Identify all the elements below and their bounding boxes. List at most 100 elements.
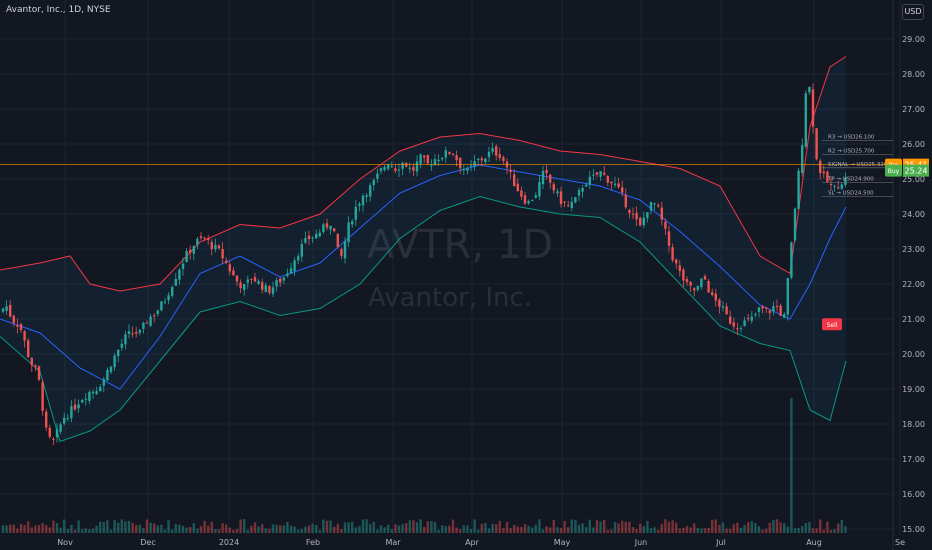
volume-bar bbox=[725, 528, 728, 533]
time-axis[interactable]: Nov Dec 2024 Feb Mar Apr May Jun Jul Aug Se bbox=[57, 538, 905, 547]
volume-bar bbox=[549, 527, 552, 533]
currency-button[interactable]: USD bbox=[902, 4, 924, 20]
candle-body bbox=[73, 404, 77, 410]
candle-body bbox=[617, 183, 620, 187]
volume-bar bbox=[239, 519, 242, 533]
candle-body bbox=[27, 340, 30, 358]
volume-bar bbox=[750, 521, 753, 533]
candle-body bbox=[815, 128, 818, 160]
candle-body bbox=[214, 244, 217, 250]
candle-body bbox=[16, 325, 19, 327]
volume-bar bbox=[657, 529, 660, 533]
volume-bar bbox=[527, 525, 530, 533]
candle-body bbox=[473, 161, 476, 167]
candle-body bbox=[437, 159, 440, 162]
volume-bar bbox=[480, 523, 483, 533]
candle-body bbox=[351, 221, 354, 225]
volume-bar bbox=[556, 527, 559, 533]
volume-bar bbox=[660, 523, 663, 533]
volume-bar bbox=[16, 528, 19, 533]
volume-bar bbox=[588, 519, 591, 533]
volume-bar bbox=[390, 529, 393, 533]
volume-bar bbox=[37, 525, 41, 533]
candle-body bbox=[289, 268, 293, 274]
volume-bar bbox=[59, 527, 62, 533]
volume-bar bbox=[441, 525, 444, 533]
candle-body bbox=[246, 279, 249, 283]
candle-body bbox=[747, 317, 750, 319]
candle-body bbox=[59, 424, 62, 432]
candle-body bbox=[502, 157, 505, 162]
candle-body bbox=[840, 184, 843, 189]
volume-bar bbox=[649, 528, 653, 533]
volume-bar bbox=[246, 529, 249, 533]
candle-body bbox=[498, 154, 501, 158]
candle-body bbox=[693, 288, 696, 291]
volume-bar bbox=[714, 519, 717, 533]
volume-bar bbox=[1, 525, 5, 533]
candle-body bbox=[714, 293, 717, 301]
candle-body bbox=[538, 182, 541, 197]
candle-body bbox=[484, 158, 487, 163]
candle-body bbox=[739, 328, 743, 330]
volume-bar bbox=[408, 520, 411, 533]
volume-bar bbox=[379, 525, 383, 533]
candle-body bbox=[653, 203, 656, 205]
volume-bar bbox=[412, 520, 415, 533]
volume-bar bbox=[639, 523, 642, 533]
volume-bar bbox=[91, 528, 95, 533]
candle-body bbox=[678, 265, 681, 272]
candle-body bbox=[70, 406, 73, 419]
volume-bar bbox=[77, 520, 80, 533]
volume-bar bbox=[221, 523, 224, 533]
candle-body bbox=[117, 349, 120, 356]
y-tick-label: 17.00 bbox=[902, 455, 925, 464]
volume-bar bbox=[372, 521, 375, 533]
candle-body bbox=[761, 306, 764, 309]
candle-body bbox=[156, 310, 159, 315]
candle-body bbox=[19, 324, 23, 330]
candle-body bbox=[721, 306, 725, 308]
candle-body bbox=[210, 241, 213, 249]
candle-body bbox=[250, 278, 253, 280]
candle-body bbox=[243, 283, 246, 290]
volume-bar bbox=[451, 519, 455, 533]
candle-body bbox=[63, 417, 66, 424]
volume-bar bbox=[840, 519, 843, 533]
candle-body bbox=[394, 168, 397, 171]
candle-body bbox=[329, 225, 332, 230]
candle-body bbox=[657, 205, 660, 207]
y-tick-label: 27.00 bbox=[902, 105, 925, 114]
volume-bar bbox=[757, 526, 761, 533]
volume-bar bbox=[538, 519, 541, 533]
volume-bar bbox=[513, 524, 516, 533]
volume-bar bbox=[772, 519, 775, 533]
candle-body bbox=[228, 264, 231, 272]
volume-bar bbox=[844, 526, 847, 533]
x-tick-label: Apr bbox=[465, 538, 480, 547]
volume-bar bbox=[696, 528, 699, 533]
volume-bar bbox=[397, 525, 401, 533]
level-label: R3 → USD26.100 bbox=[828, 135, 875, 141]
candle-body bbox=[696, 286, 699, 290]
candle-body bbox=[397, 169, 401, 171]
volume-bar bbox=[444, 526, 447, 533]
candle-body bbox=[797, 170, 800, 209]
candle-body bbox=[192, 246, 195, 254]
candle-body bbox=[765, 307, 768, 309]
candle-body bbox=[268, 286, 271, 293]
volume-bar bbox=[63, 519, 66, 533]
sell-badge-box bbox=[822, 318, 842, 331]
volume-bar bbox=[55, 522, 59, 533]
volume-bar bbox=[768, 522, 771, 533]
candle-body bbox=[167, 295, 170, 301]
volume-bar bbox=[783, 523, 786, 533]
volume-bar bbox=[73, 529, 77, 533]
candle-body bbox=[707, 281, 710, 293]
price-axis[interactable]: 29.00 28.00 27.00 26.00 25.00 24.00 23.00 22.00… bbox=[902, 35, 925, 534]
volume-bar bbox=[433, 521, 437, 533]
candle-body bbox=[588, 176, 591, 185]
volume-bar bbox=[631, 527, 635, 533]
candle-body bbox=[491, 148, 494, 152]
